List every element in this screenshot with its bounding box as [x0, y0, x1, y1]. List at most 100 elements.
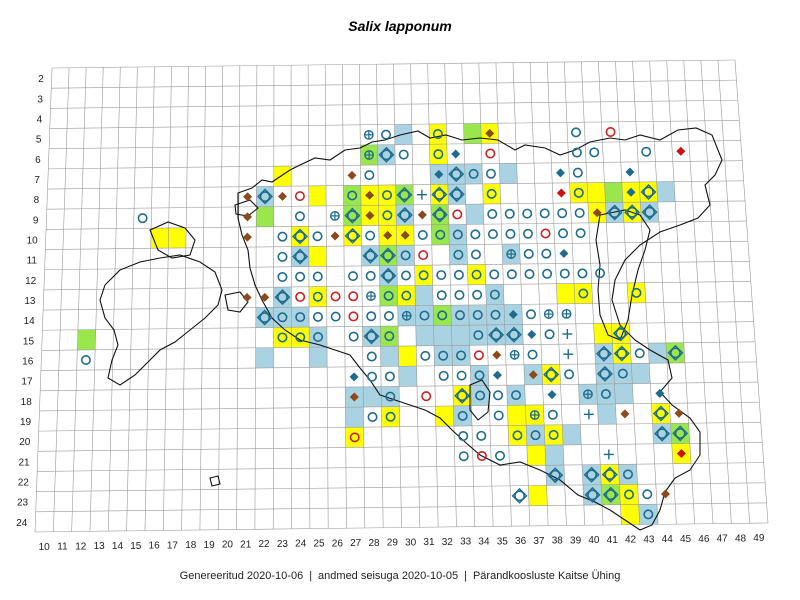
marker-circle [436, 290, 447, 301]
row-label: 9 [33, 215, 39, 226]
grid-line-horizontal [44, 261, 750, 271]
marker-diamond [661, 489, 671, 499]
marker-crosshair [330, 210, 340, 221]
grid-cell-blue [468, 304, 487, 326]
column-label: 23 [277, 539, 289, 550]
marker-diamond-brown [492, 350, 502, 360]
grid-cell-blue [291, 306, 310, 328]
marker-circle-red [452, 209, 463, 220]
grid-cell-yellow [414, 265, 433, 286]
grid-cell-green [395, 184, 414, 206]
marker-circle [385, 411, 396, 422]
marker-diamond-teal [451, 149, 461, 159]
column-label: 13 [94, 541, 106, 552]
marker-ring [504, 208, 515, 219]
marker-ring [433, 189, 445, 200]
footer-organization: Pärandkoosluste Kaitse Ühing [472, 570, 621, 582]
marker-ring [473, 350, 484, 361]
marker-ring [137, 213, 148, 224]
marker-diamond [417, 210, 427, 220]
marker-ring [277, 271, 288, 282]
marker-circle [485, 168, 496, 179]
marker-ring [487, 208, 498, 219]
marker-ring [398, 149, 409, 160]
grid-line-vertical [217, 65, 224, 530]
grid-cell-blue [648, 342, 668, 364]
marker-ring [548, 429, 559, 440]
grid-cell-yellow [345, 427, 364, 448]
marker-circle [470, 229, 481, 240]
marker-ring [644, 206, 656, 218]
grid-line-horizontal [46, 220, 747, 230]
column-label: 43 [643, 534, 655, 545]
marker-diamond [655, 388, 665, 398]
marker-diamond-brown [243, 212, 253, 222]
marker-ring [453, 249, 464, 260]
grid-cell-blue [415, 325, 435, 346]
grid-cell-blue [470, 365, 489, 386]
marker-ring [471, 269, 482, 280]
marker-circle [312, 291, 323, 302]
marker-diamond-brown [349, 392, 359, 402]
marker-diamond-circle [488, 326, 505, 343]
marker-ring [452, 209, 463, 220]
marker-diamond-circle [601, 466, 618, 483]
marker-circle [382, 190, 393, 201]
marker-circle [433, 149, 444, 160]
row-label: 22 [18, 478, 30, 489]
marker-ring [674, 428, 686, 439]
marker-crosshair [364, 150, 374, 160]
grid-line-vertical [649, 60, 677, 525]
grid-cell-blue [631, 363, 651, 384]
marker-circle [475, 390, 486, 401]
grid-cell-blue [582, 464, 602, 485]
marker-ring [616, 348, 628, 359]
marker-diamond [505, 326, 522, 343]
marker-ring [506, 269, 517, 280]
grid-cell-green [380, 325, 399, 347]
grid-cell-blue [595, 363, 615, 385]
grid-line-horizontal [48, 160, 743, 170]
grid-line-vertical [236, 65, 241, 530]
marker-circle [384, 371, 395, 382]
marker-circle [456, 370, 467, 381]
column-label: 17 [167, 540, 179, 551]
marker-ring [382, 270, 394, 282]
grid-line-horizontal [38, 422, 761, 432]
row-label: 11 [27, 256, 38, 267]
marker-diamond-circle [380, 247, 396, 264]
grid-cell-blue [469, 324, 488, 346]
marker-ring [365, 270, 376, 281]
marker-circle [474, 370, 485, 381]
column-label: 45 [680, 534, 692, 545]
marker-ring [384, 371, 395, 382]
marker-circle [470, 249, 481, 260]
marker-circle [419, 310, 430, 321]
marker-ring [451, 188, 463, 200]
marker-crosshair [543, 309, 554, 319]
grid-cell-yellow [569, 182, 588, 203]
column-label: 11 [57, 542, 68, 553]
marker-circle [453, 269, 464, 280]
marker-circle-red [295, 291, 306, 302]
marker-ring [470, 229, 481, 240]
footer-separator: | [464, 570, 467, 582]
marker-diamond [626, 187, 636, 197]
marker-circle [493, 390, 504, 401]
marker-ring [294, 211, 305, 222]
marker-ring [457, 410, 468, 421]
marker-diamond-circle [256, 309, 273, 326]
grid-cell-yellow [291, 327, 310, 348]
row-label: 5 [36, 135, 42, 146]
column-label: 15 [130, 541, 142, 552]
grid-line-vertical [307, 64, 311, 529]
marker-diamond [620, 409, 630, 419]
marker-diamond-red [556, 188, 566, 198]
marker-diamond-brown [620, 409, 630, 419]
grid-cell-yellow [452, 385, 472, 406]
marker-circle [541, 248, 552, 259]
marker-circle-red [348, 311, 359, 322]
marker-ring [631, 287, 642, 298]
column-label: 21 [240, 539, 252, 550]
grid-line-vertical [563, 61, 586, 526]
